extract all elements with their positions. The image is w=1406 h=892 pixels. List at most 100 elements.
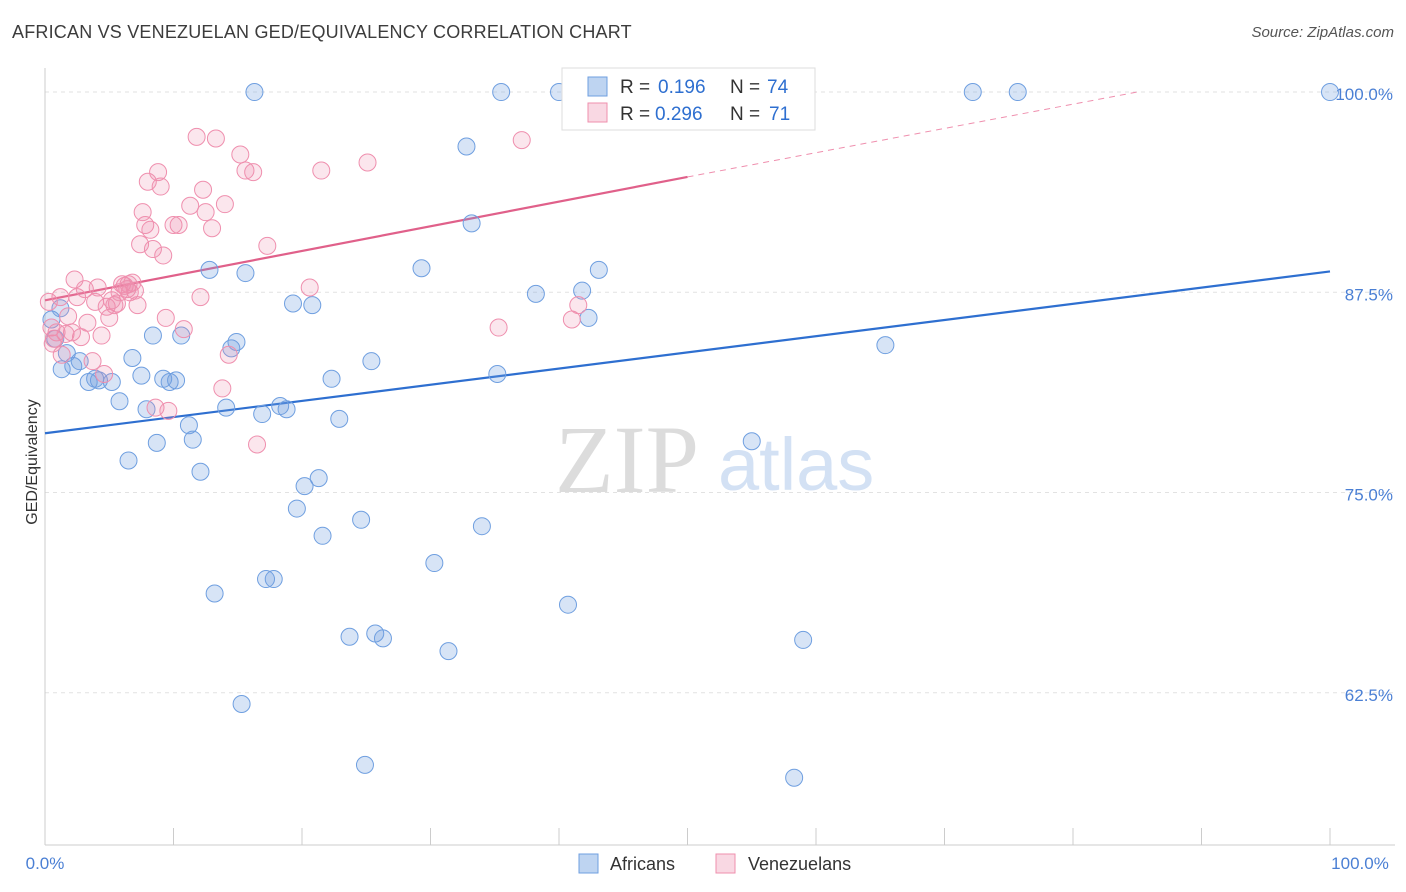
legend-n-label-venezuelans: N = [730, 104, 760, 125]
africans-point [412, 259, 431, 278]
africans-point [322, 369, 341, 388]
africans-point [462, 214, 481, 233]
venezuelans-point [215, 195, 234, 214]
africans-point [425, 554, 444, 573]
venezuelans-point [95, 364, 114, 383]
bottom-legend: Africans Venezuelans [578, 853, 851, 874]
legend-r-value-venezuelans: 0.296 [655, 104, 703, 125]
africans-point [217, 398, 236, 417]
africans-point [245, 83, 264, 102]
legend-swatch-venezuelans [587, 102, 608, 123]
trend-line-venezuelans [44, 175, 688, 302]
venezuelans-point [88, 278, 107, 297]
africans-point [373, 629, 392, 648]
africans-point [472, 517, 491, 536]
africans-point [309, 469, 328, 488]
chart-title: AFRICAN VS VENEZUELAN GED/EQUIVALENCY CO… [12, 22, 632, 42]
africans-point [167, 371, 186, 390]
venezuelans-point [92, 326, 111, 345]
venezuelans-point [78, 313, 97, 332]
legend-r-value-africans: 0.196 [658, 77, 706, 98]
venezuelans-point [159, 401, 178, 420]
legend-swatch-africans [587, 76, 608, 97]
venezuelans-point [43, 334, 62, 353]
legend-n-label-africans: N = [730, 77, 760, 98]
x-tick-labels: 0.0% 100.0% [26, 854, 1389, 873]
africans-point [205, 584, 224, 603]
venezuelans-point [128, 296, 147, 315]
africans-point [70, 352, 89, 371]
africans-point [183, 430, 202, 449]
bottom-legend-swatch-africans [578, 853, 599, 874]
venezuelans-point [181, 196, 200, 215]
venezuelans-point [136, 216, 155, 235]
africans-point [287, 499, 306, 518]
venezuelans-point [56, 324, 75, 343]
venezuelans-point [125, 281, 144, 300]
africans-point [313, 526, 332, 545]
africans-point [257, 570, 276, 589]
venezuelans-point [187, 127, 206, 146]
source-note: Source: ZipAtlas.com [1251, 24, 1394, 41]
venezuelans-point [512, 131, 531, 150]
bottom-legend-swatch-venezuelans [715, 853, 736, 874]
africans-point [160, 373, 179, 392]
africans-point [295, 477, 314, 496]
africans-point [303, 296, 322, 315]
venezuelans-point [174, 320, 193, 339]
venezuelans-point [569, 296, 588, 315]
africans-point [355, 755, 374, 774]
africans-point [1008, 83, 1027, 102]
x-tick-label-min: 0.0% [26, 854, 65, 873]
venezuelans-point [62, 323, 81, 342]
legend-r-label-venezuelans: R = [620, 104, 650, 125]
africans-point [785, 768, 804, 787]
africans-point [742, 432, 761, 451]
africans-point [277, 400, 296, 419]
venezuelans-point [51, 288, 70, 307]
bottom-legend-label-africans: Africans [610, 854, 675, 874]
africans-point [340, 627, 359, 646]
venezuelans-point [83, 352, 102, 371]
africans-point [123, 348, 142, 367]
venezuelans-point [231, 145, 250, 164]
venezuelans-point [59, 307, 78, 326]
africans-point [232, 695, 251, 714]
x-tick-label-max: 100.0% [1331, 854, 1389, 873]
bottom-legend-label-venezuelans: Venezuelans [748, 854, 851, 874]
venezuelans-point [213, 379, 232, 398]
africans-point [119, 451, 138, 470]
africans-point [200, 260, 219, 279]
venezuelans-point [149, 163, 168, 182]
venezuelans-point [169, 216, 188, 235]
africans-point [439, 642, 458, 661]
venezuelans-point [143, 240, 162, 259]
venezuelans-point [191, 288, 210, 307]
venezuelans-point [219, 345, 238, 364]
venezuelans-point [203, 219, 222, 238]
venezuelans-point [300, 278, 319, 297]
africans-point [488, 364, 507, 383]
legend-n-value-africans: 74 [767, 77, 789, 98]
africans-point [147, 433, 166, 452]
africans-point [179, 416, 198, 435]
africans-point [573, 281, 592, 300]
legend-r-label-africans: R = [620, 77, 650, 98]
venezuelans-point [312, 161, 331, 180]
africans-point [526, 284, 545, 303]
y-tick-label: 75.0% [1345, 486, 1393, 505]
africans-point [352, 510, 371, 529]
venezuelans-point [236, 161, 255, 180]
venezuelans-point [151, 177, 170, 196]
gridlines [45, 91, 1395, 694]
africans-point [132, 366, 151, 385]
venezuelans-point [156, 308, 175, 327]
africans-point [143, 326, 162, 345]
venezuelans-point [358, 153, 377, 172]
legend-n-value-venezuelans: 71 [769, 104, 790, 125]
y-axis-title: GED/Equivalency [24, 399, 41, 524]
africans-point [191, 462, 210, 481]
venezuelans-point [196, 203, 215, 222]
y-tick-label: 87.5% [1345, 285, 1393, 304]
